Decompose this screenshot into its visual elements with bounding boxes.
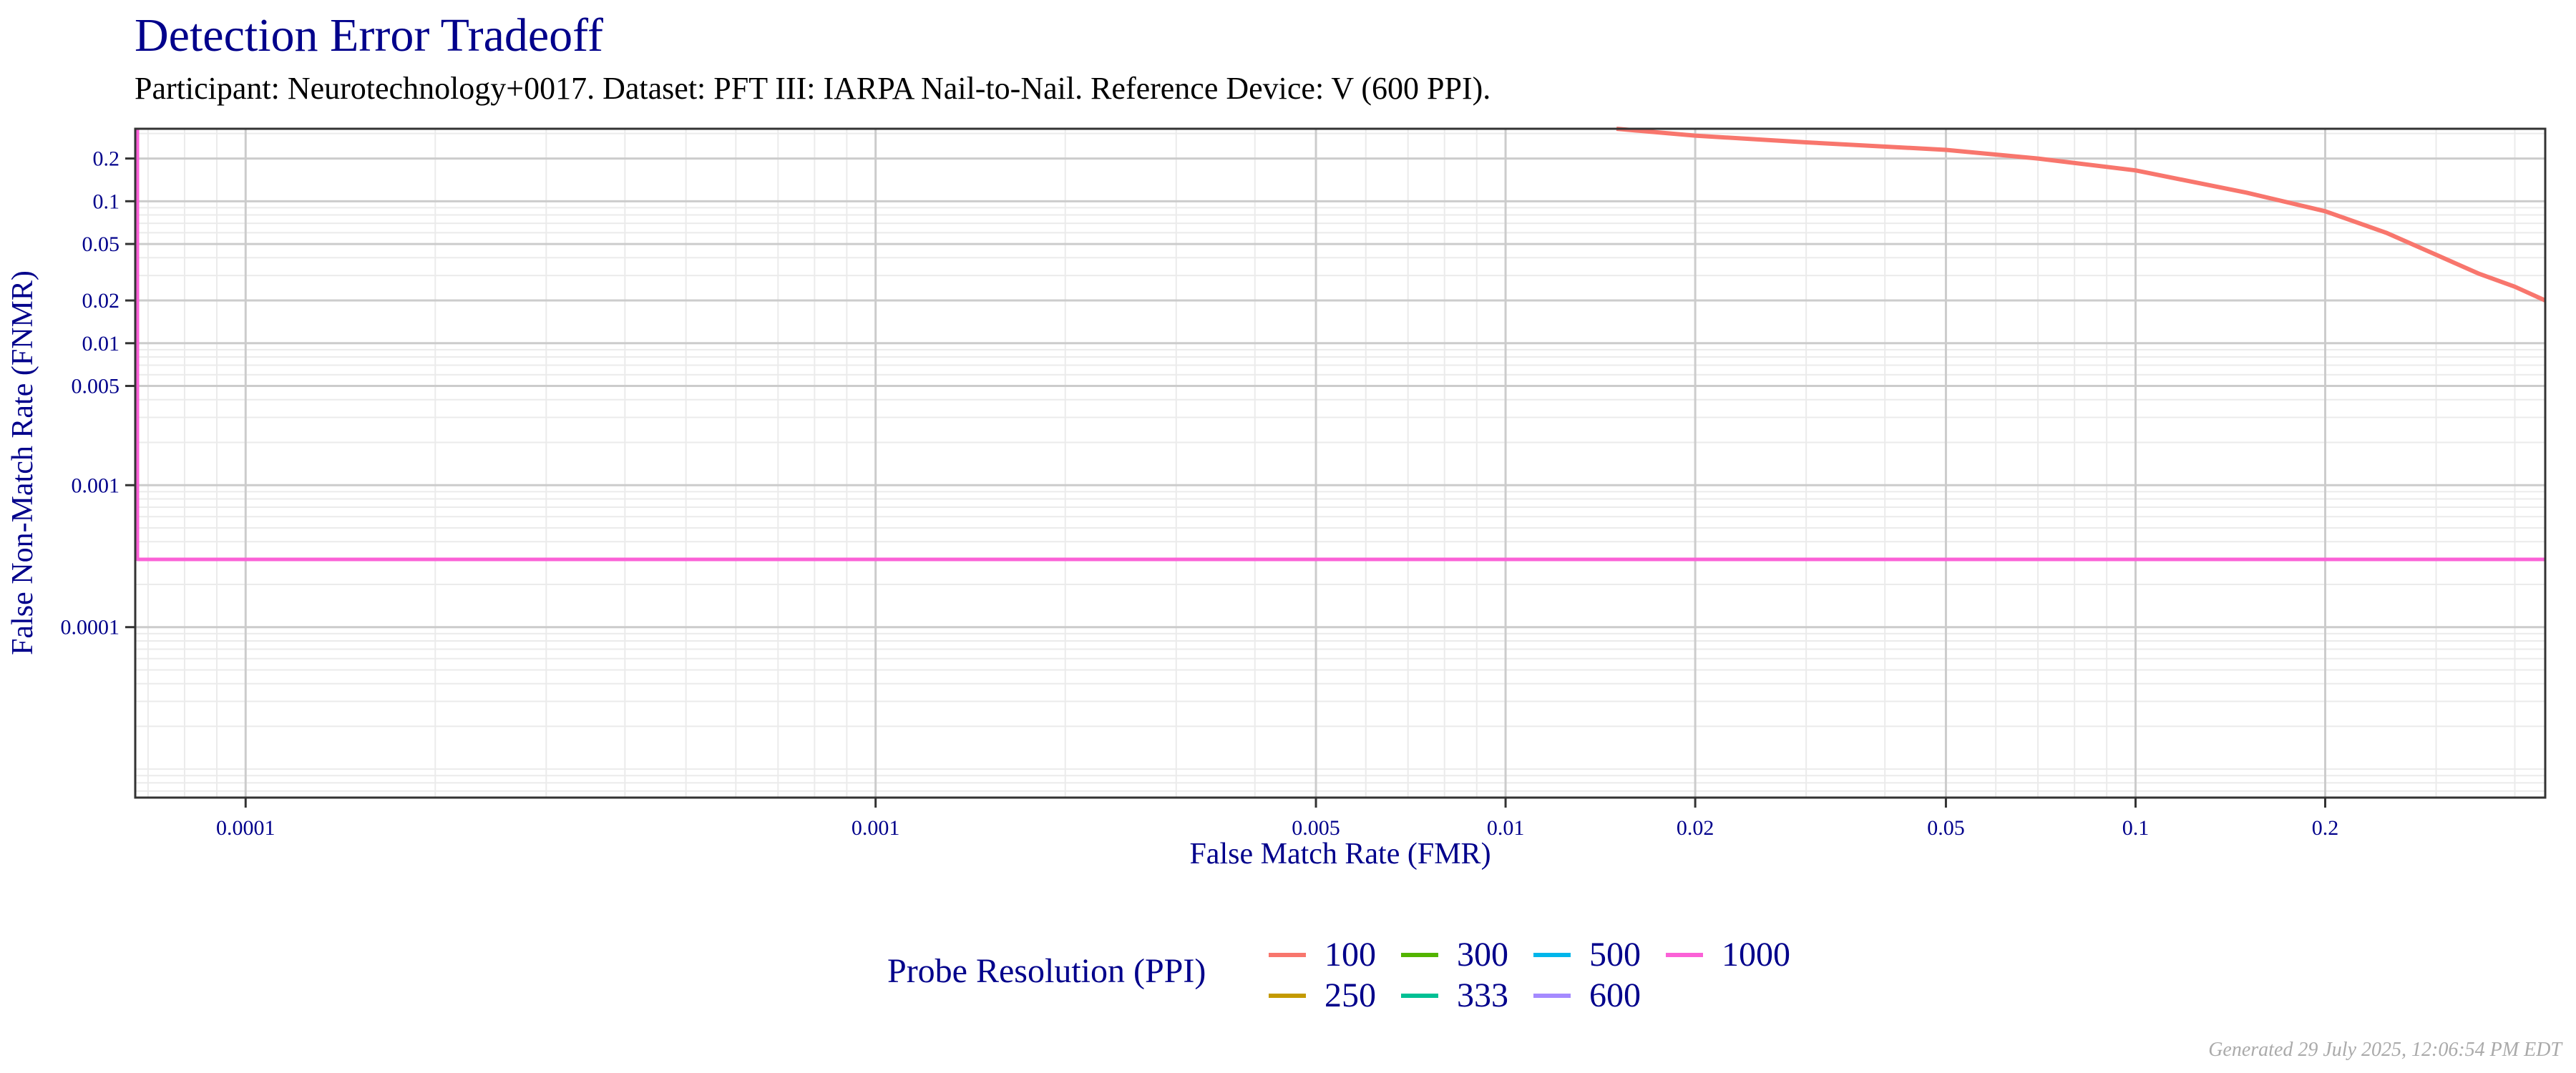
generated-timestamp: Generated 29 July 2025, 12:06:54 PM EDT [2208,1039,2562,1061]
legend-key [1269,993,1306,998]
y-tick-label: 0.05 [82,232,120,256]
y-tick-label: 0.1 [93,190,120,213]
y-axis-label: False Non-Match Rate (FNMR) [6,270,39,655]
series-line-1000 [135,129,2545,562]
legend-key [1401,993,1438,998]
legend-item-250: 250 [1269,976,1376,1015]
legend-item-500: 500 [1533,935,1641,974]
y-tick-label: 0.02 [82,289,120,313]
y-tick-label: 0.0001 [61,616,120,640]
legend-item-1000: 1000 [1666,935,1790,974]
legend-key [1533,993,1571,998]
legend-key [1533,952,1571,957]
legend-key [1666,952,1703,957]
plot-border [134,127,2547,799]
x-tick-label: 0.05 [1927,816,1965,840]
legend-item-100: 100 [1269,935,1376,974]
x-tick-label: 0.02 [1677,816,1714,840]
legend-item-300: 300 [1401,935,1508,974]
chart-subtitle: Participant: Neurotechnology+0017. Datas… [135,71,1491,106]
legend-label: 1000 [1722,936,1790,974]
legend-item-600: 600 [1533,976,1641,1015]
x-tick-label: 0.005 [1292,816,1340,840]
x-tick-label: 0.1 [2122,816,2150,840]
x-tick-label: 0.001 [852,816,900,840]
x-tick-label: 0.2 [2312,816,2339,840]
y-tick-label: 0.001 [72,474,120,497]
legend-label: 333 [1457,976,1508,1014]
legend-label: 250 [1324,976,1376,1014]
legend-label: 600 [1589,976,1641,1014]
y-tick-label: 0.005 [72,375,120,398]
legend-label: 500 [1589,936,1641,974]
x-tick-label: 0.0001 [216,816,275,840]
legend-key [1401,952,1438,957]
legend-label: 300 [1457,936,1508,974]
x-tick-label: 0.01 [1487,816,1525,840]
series-line-100 [1616,127,2547,303]
legend-item-333: 333 [1401,976,1508,1015]
x-axis-label: False Match Rate (FMR) [1189,838,1491,871]
y-tick-label: 0.01 [82,332,120,356]
legend-title: Probe Resolution (PPI) [887,952,1206,990]
legend-label: 100 [1324,936,1376,974]
legend-key [1269,952,1306,957]
chart-title: Detection Error Tradeoff [135,9,603,62]
y-tick-label: 0.2 [93,147,120,171]
